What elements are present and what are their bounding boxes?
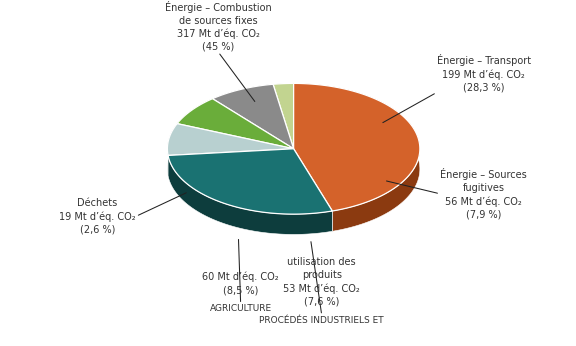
Polygon shape	[168, 149, 332, 214]
Polygon shape	[273, 83, 294, 149]
Text: Déchets
19 Mt d’éq. CO₂
(2,6 %): Déchets 19 Mt d’éq. CO₂ (2,6 %)	[59, 198, 136, 235]
Polygon shape	[294, 83, 420, 231]
Text: PROCÉDÉS INDUSTRIELS ET: PROCÉDÉS INDUSTRIELS ET	[260, 316, 384, 325]
Polygon shape	[273, 83, 294, 104]
Text: 60 Mt d’éq. CO₂
(8,5 %): 60 Mt d’éq. CO₂ (8,5 %)	[202, 272, 279, 295]
Polygon shape	[177, 99, 294, 149]
Text: utilisation des
produits
53 Mt d’éq. CO₂
(7,6 %): utilisation des produits 53 Mt d’éq. CO₂…	[283, 257, 360, 307]
Text: Énergie – Sources
fugitives
56 Mt d’éq. CO₂
(7,9 %): Énergie – Sources fugitives 56 Mt d’éq. …	[440, 168, 527, 219]
Text: Énergie – Combustion
de sources fixes
317 Mt d’éq. CO₂
(45 %): Énergie – Combustion de sources fixes 31…	[165, 1, 271, 52]
Polygon shape	[177, 99, 213, 144]
Polygon shape	[213, 84, 294, 149]
Polygon shape	[294, 83, 420, 211]
Polygon shape	[168, 155, 332, 235]
Polygon shape	[168, 124, 294, 155]
Text: Énergie – Transport
199 Mt d’éq. CO₂
(28,3 %): Énergie – Transport 199 Mt d’éq. CO₂ (28…	[437, 54, 531, 92]
Polygon shape	[213, 84, 273, 119]
Text: AGRICULTURE: AGRICULTURE	[210, 304, 272, 313]
Polygon shape	[168, 124, 177, 176]
